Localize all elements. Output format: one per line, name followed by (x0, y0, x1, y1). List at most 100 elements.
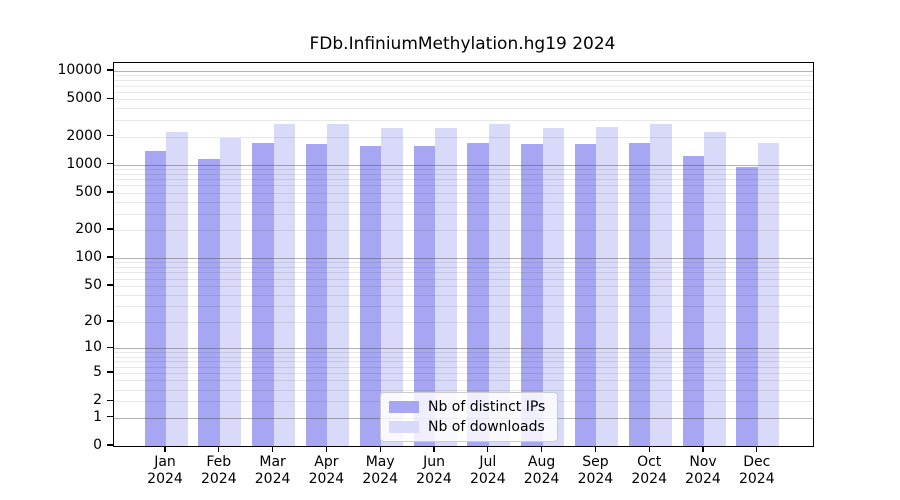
x-tick-mark (164, 446, 166, 452)
minor-gridline (114, 201, 813, 203)
minor-gridline (114, 192, 813, 194)
bar-distinct-ips-apr (305, 144, 328, 446)
x-tick-mark (325, 446, 328, 452)
y-tick-mark (107, 371, 113, 373)
legend-swatch-distinct-ips (389, 401, 419, 413)
bar-distinct-ips-aug (521, 144, 543, 446)
y-tick-label: 20 (84, 313, 102, 330)
y-tick-label: 5000 (66, 90, 102, 107)
x-tick-label: Feb 2024 (200, 454, 237, 487)
bar-distinct-ips-may (359, 146, 382, 446)
y-tick-mark (107, 191, 113, 193)
bar-downloads-feb (219, 137, 242, 446)
x-tick-label: Nov 2024 (685, 454, 721, 487)
y-tick-mark (107, 320, 113, 322)
minor-gridline (114, 356, 813, 358)
x-tick-label: Sep 2024 (577, 454, 614, 487)
minor-gridline (114, 213, 813, 215)
bar-downloads-mar (273, 124, 296, 446)
bar-distinct-ips-sep (574, 143, 597, 446)
y-tick-mark (107, 163, 113, 165)
y-tick-label: 10 (84, 339, 102, 356)
y-tick-mark (107, 69, 113, 71)
y-tick-mark (107, 346, 113, 349)
y-tick-mark (107, 228, 113, 230)
minor-gridline (114, 179, 813, 181)
minor-gridline (114, 262, 813, 264)
x-tick-mark (271, 446, 274, 452)
y-tick-mark (107, 416, 113, 418)
x-tick-mark (648, 446, 650, 452)
x-tick-mark (540, 446, 543, 452)
y-tick-label: 200 (75, 221, 102, 238)
bar-distinct-ips-jul (467, 143, 489, 446)
y-tick-mark (107, 284, 113, 286)
bar-distinct-ips-jan (144, 151, 166, 446)
minor-gridline (114, 361, 813, 363)
minor-gridline (114, 80, 813, 82)
bar-downloads-jun (435, 128, 457, 446)
minor-gridline (114, 185, 813, 187)
x-tick-label: May 2024 (362, 454, 398, 487)
minor-gridline (114, 352, 813, 354)
y-tick-label: 1 (93, 408, 102, 425)
x-tick-label: Oct 2024 (631, 454, 667, 487)
bar-downloads-dec (757, 143, 780, 446)
x-tick-label: Jun 2024 (416, 454, 452, 487)
minor-gridline (114, 108, 813, 110)
bar-distinct-ips-jun (413, 145, 435, 446)
minor-gridline (114, 389, 813, 391)
y-tick-mark (107, 134, 113, 137)
minor-gridline (114, 75, 813, 77)
bar-distinct-ips-feb (198, 159, 220, 446)
x-tick-label: Jan 2024 (147, 454, 183, 487)
y-tick-label: 10000 (57, 62, 102, 78)
bar-downloads-jan (166, 131, 188, 446)
minor-gridline (114, 272, 813, 274)
minor-gridline (114, 99, 813, 101)
minor-gridline (114, 366, 813, 368)
minor-gridline (114, 294, 813, 296)
minor-gridline (114, 278, 813, 280)
legend-label-distinct-ips: Nb of distinct IPs (428, 399, 546, 415)
x-tick-label: Jul 2024 (469, 454, 506, 487)
x-tick-mark (756, 446, 758, 452)
y-tick-label: 2 (93, 392, 102, 409)
x-tick-label: Dec 2024 (738, 454, 775, 487)
legend-swatch-downloads (389, 421, 419, 433)
x-tick-label: Aug 2024 (523, 454, 560, 487)
minor-gridline (114, 120, 813, 121)
y-tick-label: 1000 (66, 155, 102, 172)
bar-downloads-oct (650, 124, 672, 446)
y-tick-mark (107, 399, 113, 401)
bar-downloads-sep (596, 126, 618, 446)
y-tick-label: 5 (93, 364, 102, 381)
x-tick-mark (702, 446, 704, 452)
legend-item-distinct-ips: Nb of distinct IPs (389, 399, 545, 415)
minor-gridline (114, 230, 813, 232)
bar-downloads-aug (542, 128, 565, 446)
bar-distinct-ips-oct (628, 143, 651, 446)
chart-title: FDb.InfiniumMethylation.hg19 2024 (309, 34, 616, 54)
x-tick-label: Mar 2024 (254, 454, 291, 487)
bar-downloads-jul (488, 124, 511, 446)
minor-gridline (114, 85, 813, 87)
bar-distinct-ips-mar (252, 143, 274, 446)
y-tick-label: 0 (93, 437, 102, 453)
major-gridline (114, 164, 813, 166)
bar-downloads-may (381, 128, 403, 446)
major-gridline (114, 348, 813, 350)
y-tick-mark (107, 256, 113, 258)
minor-gridline (114, 306, 813, 308)
major-gridline (114, 71, 813, 72)
minor-gridline (114, 136, 813, 138)
plot-area (113, 62, 814, 447)
minor-gridline (114, 380, 813, 382)
minor-gridline (114, 168, 813, 170)
y-tick-mark (107, 97, 113, 99)
x-tick-mark (433, 446, 435, 452)
bar-distinct-ips-nov (682, 155, 704, 446)
x-tick-label: Apr 2024 (308, 454, 345, 487)
y-tick-label: 500 (75, 183, 102, 200)
